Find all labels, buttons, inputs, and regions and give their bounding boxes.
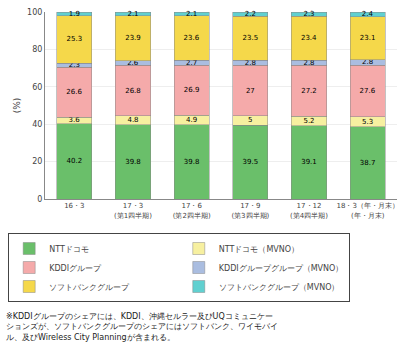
svg-text:26.9: 26.9: [184, 86, 200, 94]
svg-text:KDDIグループグループ（MVNO）: KDDIグループグループ（MVNO）: [219, 264, 344, 273]
svg-text:4.8: 4.8: [127, 116, 138, 124]
svg-text:40: 40: [32, 120, 42, 129]
svg-text:2.4: 2.4: [362, 10, 374, 18]
svg-text:2.2: 2.2: [245, 10, 256, 18]
svg-text:3.6: 3.6: [68, 116, 80, 124]
svg-text:※KDDIグループのシェアには、KDDI、沖縄セルラー及びU: ※KDDIグループのシェアには、KDDI、沖縄セルラー及びUQコミュニケーション…: [6, 312, 278, 342]
svg-text:27.2: 27.2: [301, 87, 317, 95]
svg-text:25.3: 25.3: [67, 35, 83, 43]
svg-text:17・9(第3四半期): 17・9(第3四半期): [231, 202, 269, 219]
svg-text:26.8: 26.8: [125, 87, 141, 95]
svg-text:2.8: 2.8: [362, 58, 373, 66]
svg-text:39.8: 39.8: [184, 158, 200, 166]
svg-text:80: 80: [32, 45, 42, 54]
svg-text:1.9: 1.9: [69, 10, 80, 18]
svg-text:5.2: 5.2: [303, 117, 314, 125]
svg-text:0: 0: [37, 195, 42, 204]
svg-text:27: 27: [246, 87, 255, 95]
svg-text:2.3: 2.3: [303, 10, 314, 18]
svg-text:17・12(第4四半期): 17・12(第4四半期): [290, 202, 328, 219]
svg-text:23.6: 23.6: [184, 34, 200, 42]
svg-text:2.8: 2.8: [303, 59, 314, 67]
svg-text:ソフトバンクグループ（MVNO）: ソフトバンクグループ（MVNO）: [219, 283, 340, 292]
svg-text:5.3: 5.3: [362, 118, 373, 126]
svg-text:23.1: 23.1: [360, 34, 376, 42]
svg-text:2.6: 2.6: [127, 59, 139, 67]
svg-text:ソフトバンクグループ: ソフトバンクグループ: [49, 283, 130, 292]
svg-text:23.9: 23.9: [125, 34, 141, 42]
svg-text:60: 60: [32, 83, 42, 92]
svg-text:38.7: 38.7: [360, 159, 376, 167]
svg-text:39.5: 39.5: [243, 158, 259, 166]
svg-text:17・6(第2四半期): 17・6(第2四半期): [173, 202, 211, 219]
svg-text:100: 100: [27, 8, 42, 17]
svg-text:5: 5: [248, 116, 252, 124]
svg-text:NTTドコモ: NTTドコモ: [49, 245, 89, 254]
svg-text:26.6: 26.6: [66, 88, 82, 96]
svg-text:39.1: 39.1: [301, 158, 317, 166]
svg-text:(%): (%): [12, 98, 22, 114]
svg-text:KDDIグループ: KDDIグループ: [49, 264, 102, 273]
svg-text:4.9: 4.9: [186, 116, 197, 124]
svg-text:2.7: 2.7: [186, 59, 197, 67]
svg-text:17・3(第1四半期): 17・3(第1四半期): [114, 202, 152, 219]
svg-text:23.5: 23.5: [243, 34, 259, 42]
svg-text:NTTドコモ（MVNO）: NTTドコモ（MVNO）: [219, 245, 299, 254]
svg-text:20: 20: [32, 157, 42, 166]
svg-text:40.2: 40.2: [67, 157, 83, 165]
svg-text:39.8: 39.8: [125, 158, 141, 166]
svg-text:2.1: 2.1: [127, 10, 138, 18]
svg-text:2.8: 2.8: [245, 59, 256, 67]
svg-text:2.1: 2.1: [186, 10, 197, 18]
svg-text:2.3: 2.3: [69, 61, 80, 69]
svg-text:16・3: 16・3: [64, 202, 84, 210]
svg-text:18・3（年・月末）(年・月末): 18・3（年・月末）(年・月末): [336, 202, 398, 219]
svg-text:23.4: 23.4: [301, 34, 317, 42]
svg-text:27.6: 27.6: [360, 87, 376, 95]
